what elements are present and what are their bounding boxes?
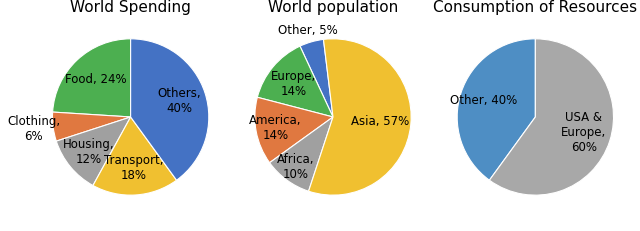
- Text: Others,
40%: Others, 40%: [157, 87, 201, 115]
- Text: Europe,
14%: Europe, 14%: [271, 70, 317, 98]
- Wedge shape: [269, 117, 333, 191]
- Text: Clothing,
6%: Clothing, 6%: [7, 115, 60, 143]
- Wedge shape: [52, 112, 131, 141]
- Text: Other, 5%: Other, 5%: [278, 24, 338, 37]
- Title: World population: World population: [268, 0, 398, 15]
- Wedge shape: [308, 39, 411, 195]
- Wedge shape: [490, 39, 614, 195]
- Wedge shape: [457, 39, 535, 180]
- Wedge shape: [52, 39, 131, 117]
- Wedge shape: [255, 97, 333, 163]
- Text: Food, 24%: Food, 24%: [65, 73, 127, 86]
- Text: America,
14%: America, 14%: [249, 114, 301, 142]
- Text: Asia, 57%: Asia, 57%: [351, 115, 409, 128]
- Text: Other, 40%: Other, 40%: [450, 94, 517, 106]
- Wedge shape: [300, 40, 333, 117]
- Wedge shape: [56, 117, 131, 185]
- Text: USA &
Europe,
60%: USA & Europe, 60%: [561, 111, 606, 154]
- Wedge shape: [257, 46, 333, 117]
- Text: Housing,
12%: Housing, 12%: [63, 138, 115, 166]
- Text: Transport,
18%: Transport, 18%: [104, 154, 164, 182]
- Text: Africa,
10%: Africa, 10%: [277, 153, 315, 181]
- Title: Consumption of Resources: Consumption of Resources: [433, 0, 637, 15]
- Wedge shape: [93, 117, 177, 195]
- Title: World Spending: World Spending: [70, 0, 191, 15]
- Wedge shape: [131, 39, 209, 180]
